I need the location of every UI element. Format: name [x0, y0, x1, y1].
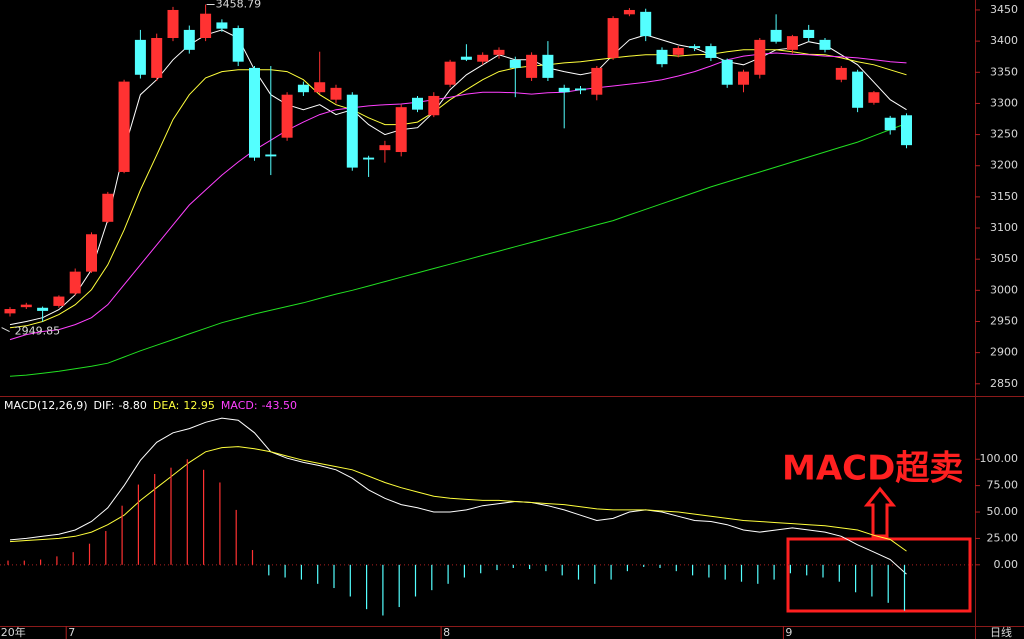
candle-body — [738, 71, 749, 85]
candle-body — [509, 59, 521, 68]
candle-body — [623, 9, 635, 15]
legend-value: 12.95 — [183, 399, 215, 412]
legend-name: MACD: — [221, 399, 258, 412]
candle-body — [232, 28, 244, 62]
y-tick-label: 3250 — [990, 128, 1018, 141]
legend-value: -43.50 — [262, 399, 297, 412]
candle-body — [102, 193, 114, 222]
candle-body — [167, 9, 179, 39]
candle-body — [689, 46, 701, 48]
annotation-box — [786, 537, 972, 613]
max-label: 3458.79 — [216, 0, 262, 10]
y-tick-label: 3300 — [990, 96, 1018, 109]
candle-body — [200, 13, 212, 39]
x-tick-label: 7 — [68, 626, 75, 639]
candle-body — [477, 54, 489, 62]
candle-body — [53, 296, 65, 306]
candle-body — [852, 71, 864, 108]
min-pointer — [1, 327, 10, 333]
candle-body — [607, 18, 619, 58]
candle-body — [395, 107, 407, 153]
candle-body — [428, 95, 440, 116]
candle-body — [118, 81, 130, 172]
candle-body — [884, 117, 896, 131]
candle-body — [412, 97, 423, 110]
x-tick-label: 9 — [785, 626, 792, 639]
y-tick-label: 2950 — [990, 314, 1018, 327]
y-tick-label: 100.00 — [980, 452, 1019, 465]
y-tick-label: 2850 — [990, 377, 1018, 390]
y-tick-label: 3000 — [990, 283, 1018, 296]
y-tick-label: 2900 — [990, 346, 1018, 359]
candle-body — [835, 67, 847, 80]
candle-body — [721, 59, 733, 85]
x-tick-label: 2020年 — [0, 625, 26, 639]
candle-body — [4, 309, 16, 314]
candle-body — [20, 304, 32, 308]
y-tick-label: 3100 — [990, 221, 1018, 234]
legend-value: -8.80 — [118, 399, 146, 412]
y-tick-label: 3050 — [990, 252, 1018, 265]
candle-body — [37, 307, 49, 311]
y-tick-label: 50.00 — [987, 505, 1019, 518]
period-label: 日线 — [990, 625, 1012, 639]
y-tick-label: 0.00 — [994, 558, 1019, 571]
moving-average-line — [9, 122, 907, 377]
candle-body — [314, 82, 326, 93]
candle-body — [249, 67, 260, 158]
candle-body — [754, 39, 766, 75]
candle-body — [216, 22, 228, 29]
candle-body — [134, 39, 146, 75]
candle-body — [183, 29, 195, 50]
candle-body — [363, 157, 375, 160]
candle-body — [297, 84, 309, 93]
candle-body — [705, 46, 717, 58]
annotation-text: MACD超卖 — [782, 449, 963, 489]
candle-body — [770, 29, 782, 42]
y-tick-label: 3200 — [990, 159, 1018, 172]
legend-name: DIF: — [94, 399, 115, 412]
candle-body — [558, 87, 570, 93]
y-tick-label: 3350 — [990, 65, 1018, 78]
candle-body — [901, 115, 912, 146]
candle-body — [656, 49, 668, 65]
annotation-arrow — [863, 486, 897, 538]
candle-body — [575, 88, 586, 91]
candle-body — [460, 56, 472, 60]
candle-body — [868, 92, 880, 103]
candle-body — [493, 49, 505, 55]
candle-body — [265, 154, 277, 157]
y-tick-label: 3450 — [990, 3, 1018, 16]
candle-body — [672, 47, 684, 55]
candle-body — [526, 54, 538, 78]
macd-title: MACD(12,26,9) — [4, 399, 88, 412]
y-tick-label: 25.00 — [987, 531, 1019, 544]
min-label: 2949.85 — [15, 325, 61, 338]
y-tick-label: 3150 — [990, 190, 1018, 203]
candle-body — [819, 39, 831, 50]
candle-body — [69, 271, 81, 294]
candle-body — [444, 61, 456, 85]
y-tick-label: 75.00 — [987, 479, 1019, 492]
candle-body — [151, 38, 163, 78]
candle-body — [379, 145, 391, 151]
macd-line — [9, 446, 907, 552]
candle-body — [591, 67, 603, 95]
candle-body — [640, 11, 652, 37]
candle-body — [330, 87, 342, 100]
y-tick-label: 3400 — [990, 34, 1018, 47]
candle-body — [86, 234, 97, 272]
candle-body — [786, 36, 798, 50]
candle-body — [346, 94, 358, 168]
candle-body — [542, 54, 554, 78]
macd-line — [9, 417, 907, 575]
candle-body — [281, 94, 293, 138]
macd-header: MACD(12,26,9) DIF: -8.80 DEA: 12.95 MACD: -43.… — [4, 399, 297, 412]
x-tick-label: 8 — [443, 626, 450, 639]
legend-name: DEA: — [153, 399, 179, 412]
candle-body — [803, 29, 815, 39]
